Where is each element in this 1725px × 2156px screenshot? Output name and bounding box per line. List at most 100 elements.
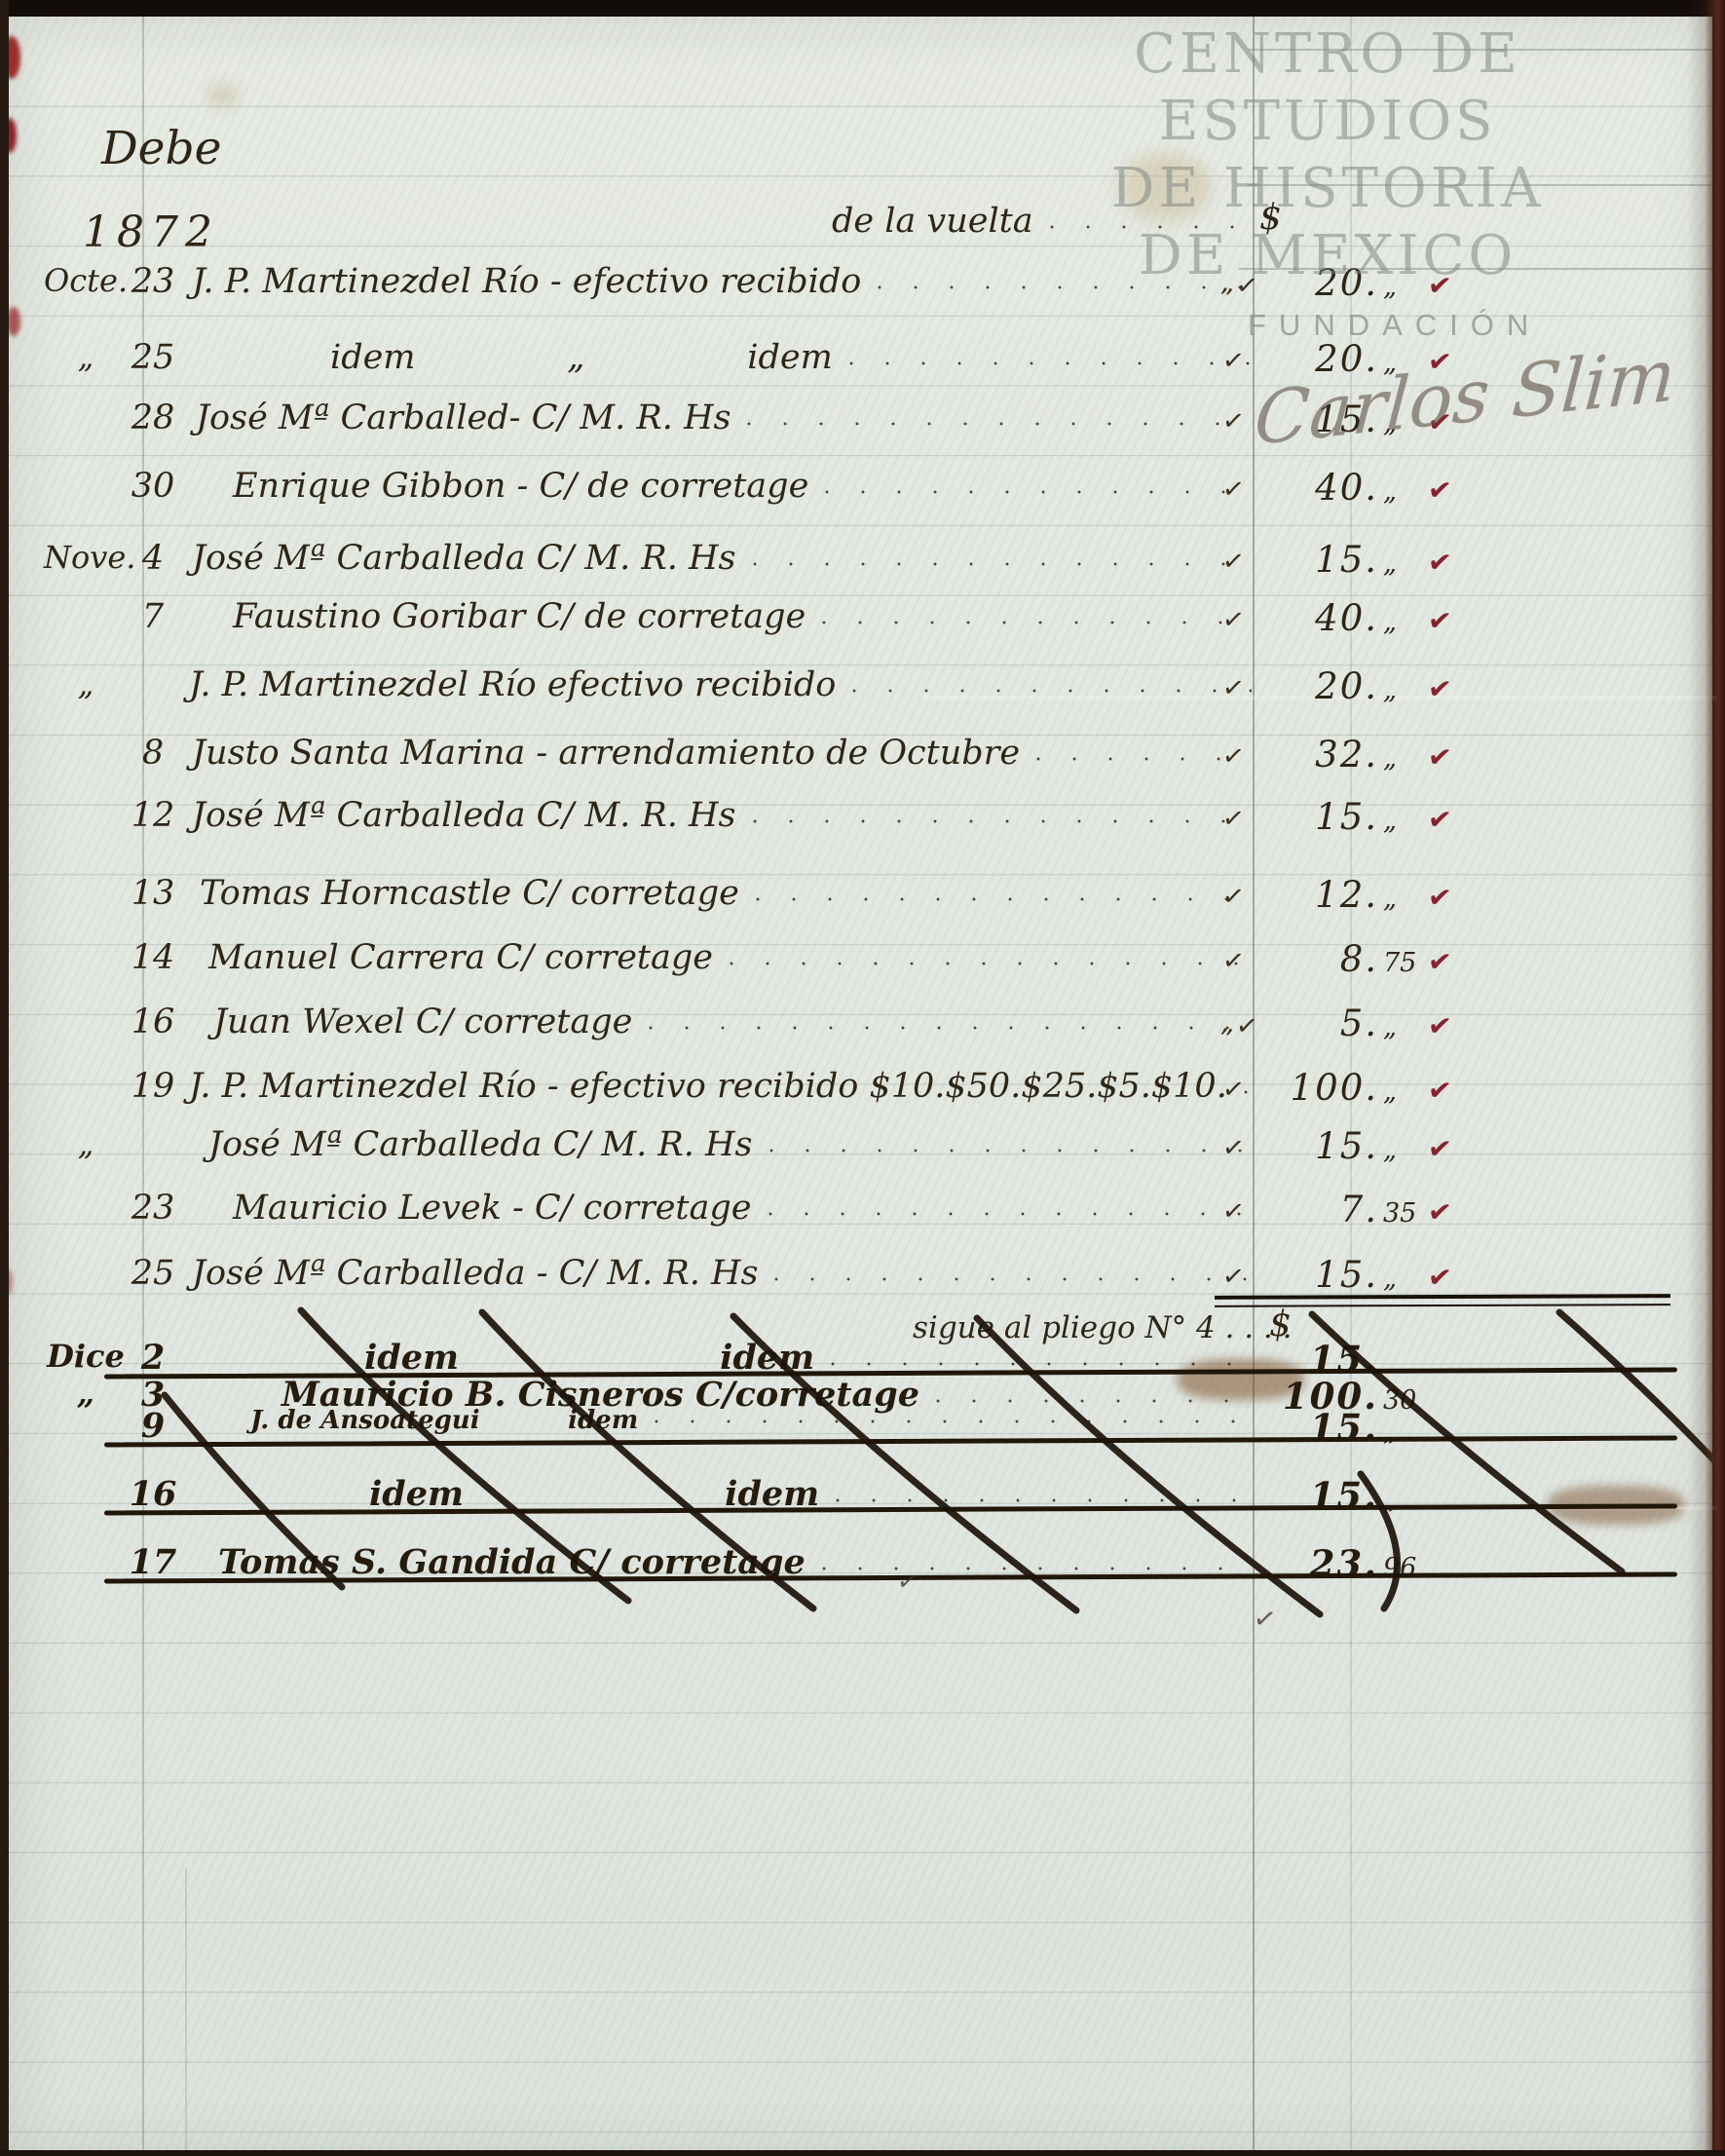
- audit-check-mark: ✔: [1426, 738, 1454, 775]
- entry-month: „: [76, 1375, 95, 1412]
- watermark-rule: [1239, 268, 1712, 270]
- audit-check-mark: ✔: [1426, 1130, 1454, 1167]
- pen-tick-mark: ✓: [1219, 1131, 1247, 1165]
- entry-month: „: [77, 1125, 94, 1162]
- audit-check-mark: ✔: [1426, 544, 1454, 581]
- entry-day: 28: [131, 398, 175, 437]
- pen-tick-mark: ✓: [1219, 1073, 1247, 1107]
- audit-check-mark: ✔: [1426, 1193, 1454, 1230]
- entry-description: Mauricio Levek - C/ corretage: [233, 1189, 752, 1228]
- ledger-row: 28 José Mª Carballed- C/ M. R. Hs ✓ 15. „ ✔: [9, 398, 1725, 457]
- entry-month: Nove.: [44, 539, 136, 576]
- ledger-row-cancelled: 9 J. de Ansoategui idem 15. „: [9, 1406, 1725, 1464]
- amount-cents: „: [1383, 1135, 1397, 1165]
- amount-pesos: 15.: [1315, 539, 1378, 581]
- ledger-row: 19 J. P. Martinezdel Río - efectivo recib…: [9, 1067, 1725, 1125]
- ledger-row-cancelled: 17 Tomas S. Gandida C/ corretage 23. 96: [9, 1542, 1725, 1601]
- ledger-row: 23 Mauricio Levek - C/ corretage ✓ 7. 35 ✔: [9, 1189, 1725, 1247]
- amount-cents: „: [1383, 675, 1397, 705]
- entry-month: „: [77, 338, 94, 375]
- dot-leader: [752, 895, 1252, 904]
- ledger-row: 12 José Mª Carballeda C/ M. R. Hs ✓ 15. „ ✔: [9, 796, 1725, 854]
- entry-description-wrap: Juan Wexel C/ corretage: [213, 1002, 1259, 1041]
- amount-pesos: 40.: [1315, 597, 1378, 639]
- amount-pesos: 23.: [1309, 1542, 1378, 1585]
- entry-description-wrap: José Mª Carballeda C/ M. R. Hs: [192, 796, 1259, 835]
- amount-cents: „: [1383, 1012, 1397, 1042]
- audit-check-mark: ✔: [1426, 1072, 1454, 1109]
- entry-description-wrap: J. de Ansoategui idem: [250, 1406, 1259, 1435]
- ledger-row-cancelled: 16 idem idem 15. „: [9, 1474, 1725, 1532]
- paper-sheet: CENTRO DE ESTUDIOS DE HISTORIA DE MEXICO…: [3, 17, 1725, 2156]
- amount-pesos: 100.: [1290, 1067, 1378, 1109]
- ledger-row: 30 Enrique Gibbon - C/ de corretage ✓ 40. „ ✔: [9, 467, 1725, 525]
- amount-cents: „: [1383, 1417, 1397, 1447]
- entry-day: 19: [131, 1067, 175, 1106]
- paper-crease: [924, 697, 1725, 699]
- entry-description: José Mª Carballeda C/ M. R. Hs: [192, 539, 736, 578]
- entry-description: J. P. Martinezdel Río efectivo recibido: [189, 665, 837, 704]
- scan-edge-right: [1688, 0, 1725, 2156]
- scan-edge-top: [0, 0, 1725, 17]
- ledger-row: 16 Juan Wexel C/ corretage „✓ 5. „ ✔: [9, 1002, 1725, 1061]
- audit-check-mark: ✔: [1426, 602, 1454, 639]
- amount-pesos: 5.: [1339, 1002, 1378, 1044]
- entry-description: Tomas Horncastle C/ corretage: [200, 874, 739, 913]
- entry-day: 2: [140, 1338, 166, 1378]
- page-title-debit: Debe: [101, 122, 222, 175]
- entry-amount: 7. 35 ✔: [1269, 1189, 1561, 1230]
- ledger-row: 8 Justo Santa Marina - arrendamiento de O…: [9, 734, 1725, 792]
- dot-leader: [875, 284, 1252, 292]
- ledger-row: „ J. P. Martinezdel Río efectivo recibido…: [9, 665, 1725, 724]
- entry-day: 8: [141, 734, 165, 773]
- entry-amount: 20. „ ✔: [1269, 338, 1561, 380]
- amount-cents: „: [1383, 607, 1397, 637]
- entry-day: 25: [131, 1254, 175, 1293]
- dot-leader: [1046, 223, 1252, 232]
- audit-check-mark: ✔: [1426, 943, 1454, 980]
- pen-tick-mark: ✓: [1219, 404, 1247, 438]
- dot-leader: [845, 359, 1252, 368]
- dot-leader: [833, 1496, 1252, 1505]
- entry-description-wrap: J. P. Martinezdel Río efectivo recibido: [189, 665, 1259, 704]
- dot-leader: [1033, 755, 1252, 764]
- pen-tick-mark: ✓: [1219, 671, 1247, 705]
- watermark-line: ESTUDIOS: [1158, 90, 1497, 153]
- entry-amount: 100. „ ✔: [1269, 1067, 1561, 1109]
- dot-leader: [828, 1360, 1252, 1369]
- paper-stain: [208, 85, 238, 106]
- entry-description-wrap: Faustino Goribar C/ de corretage: [233, 597, 1259, 636]
- amount-pesos: 15.: [1309, 1474, 1378, 1517]
- carry-note: sigue al pliego N° 4 . . . .: [913, 1310, 1293, 1345]
- amount-pesos: 8.: [1339, 938, 1378, 980]
- entry-amount: 15. „ ✔: [1269, 1254, 1561, 1296]
- amount-column-rule-right: [1350, 17, 1352, 2152]
- pen-tick-mark: ✓: [1219, 739, 1247, 774]
- amount-pesos: 15.: [1315, 796, 1378, 838]
- dot-leader: [766, 1147, 1252, 1155]
- audit-check-mark: ✔: [1426, 801, 1454, 838]
- ledger-row: Octe. 23 J. P. Martinezdel Río - efectivo …: [9, 262, 1725, 321]
- ledger-row: 25 José Mª Carballeda - C/ M. R. Hs ✓ 15. „ ✔: [9, 1254, 1725, 1312]
- entry-amount: 15. „: [1269, 1406, 1561, 1449]
- entry-description: José Mª Carballeda - C/ M. R. Hs: [192, 1254, 759, 1293]
- watermark-foundation: FUNDACIÓN: [1248, 308, 1542, 342]
- entry-description: J. P. Martinezdel Río - efectivo recibid…: [192, 262, 862, 301]
- watermark-line: CENTRO DE: [1134, 22, 1521, 86]
- entry-amount: 8. 75 ✔: [1269, 938, 1561, 980]
- amount-pesos: 15.: [1309, 1406, 1378, 1449]
- entry-amount: 40. „ ✔: [1269, 467, 1561, 509]
- entry-amount: 40. „ ✔: [1269, 597, 1561, 639]
- entry-description: Faustino Goribar C/ de corretage: [233, 597, 806, 636]
- pen-tick-mark: „✓: [1220, 1007, 1260, 1043]
- carry-note-currency: $: [1269, 1305, 1292, 1344]
- entry-amount: 15. „: [1269, 1474, 1561, 1517]
- entry-day: 7: [141, 597, 165, 636]
- date-column-rule-2: [185, 1868, 187, 2156]
- ledger-row: 7 Faustino Goribar C/ de corretage ✓ 40. „ ✔: [9, 597, 1725, 656]
- amount-pesos: 20.: [1315, 262, 1378, 304]
- amount-cents: „: [1383, 806, 1397, 836]
- entry-description-wrap: J. P. Martinezdel Río - efectivo recibid…: [189, 1067, 1259, 1106]
- pen-tick-mark: ✓: [1219, 545, 1247, 579]
